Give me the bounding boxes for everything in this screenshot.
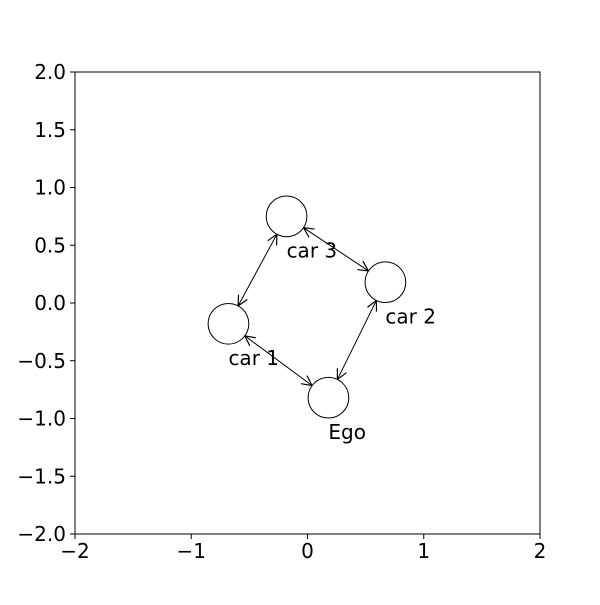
y-tick-label: 0.5 — [34, 233, 66, 257]
y-tick-label: −1.5 — [17, 464, 66, 488]
x-tick-label: −1 — [177, 539, 206, 563]
node-car1-circle — [207, 302, 250, 345]
nodes-layer — [207, 195, 407, 419]
y-axis: −2.0 −1.5 −1.0 −0.5 0.0 0.5 1.0 1.5 2.0 — [17, 60, 75, 546]
x-tick-label: −2 — [60, 539, 89, 563]
node-car2-circle — [364, 261, 407, 304]
node-ego-label: Ego — [328, 420, 366, 444]
node-car2-label: car 2 — [385, 305, 436, 329]
y-tick-label: 2.0 — [34, 60, 66, 84]
edge-car2-car3 — [304, 228, 369, 271]
node-car3-label: car 3 — [287, 239, 338, 263]
x-tick-label: 0 — [301, 539, 314, 563]
y-tick-label: −1.0 — [17, 407, 66, 431]
edge-car3-car1 — [238, 234, 277, 306]
y-tick-label: −0.5 — [17, 349, 66, 373]
y-tick-label: −2.0 — [17, 522, 66, 546]
labels-layer: Ego car 1 car 2 car 3 — [228, 239, 436, 444]
y-tick-label: 1.5 — [34, 118, 66, 142]
plot-frame — [74, 71, 541, 535]
edges-layer — [238, 228, 376, 386]
edge-ego-car2 — [337, 300, 376, 379]
y-tick-label: 0.0 — [34, 291, 66, 315]
node-car3-circle — [265, 195, 308, 238]
x-axis: −2 −1 0 1 2 — [60, 534, 546, 563]
plot-area — [75, 72, 540, 534]
y-tick-label: 1.0 — [34, 176, 66, 200]
x-tick-label: 1 — [417, 539, 430, 563]
node-ego-circle — [307, 376, 350, 419]
node-car1-label: car 1 — [228, 346, 279, 370]
x-tick-label: 2 — [534, 539, 547, 563]
edge-car1-ego — [245, 336, 312, 386]
